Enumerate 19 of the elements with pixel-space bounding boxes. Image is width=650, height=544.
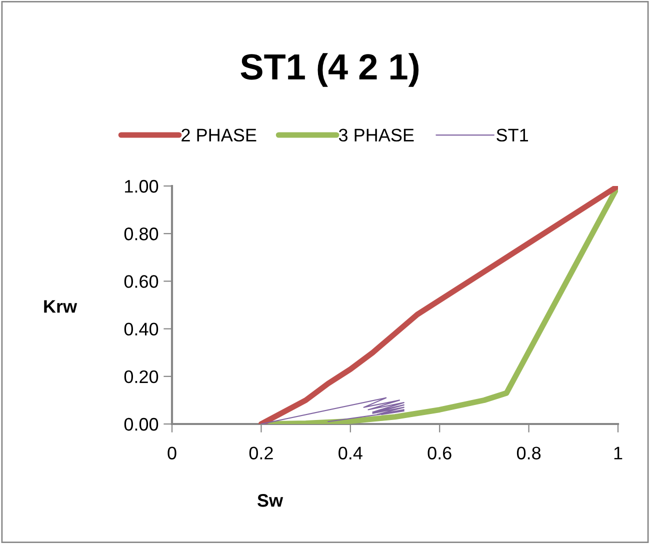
y-axis-title: Krw	[44, 300, 78, 313]
y-tick-label: 0.60	[124, 275, 158, 288]
x-axis-title: Sw	[257, 494, 284, 507]
x-tick-label: 0.2	[249, 446, 273, 460]
y-tick-label: 0.40	[124, 322, 158, 336]
x-tick-label: 0.4	[338, 446, 362, 460]
y-tick-label: 0.00	[124, 418, 158, 431]
legend-label: ST1	[496, 128, 528, 142]
x-tick-label: 0	[168, 446, 176, 460]
x-tick-label: 0.6	[428, 446, 452, 460]
x-tick-label: 1	[614, 446, 622, 460]
y-tick-label: 1.00	[125, 180, 158, 193]
x-tick-label: 0.8	[516, 446, 541, 460]
y-tick-label: 0.20	[124, 370, 158, 384]
legend-label: 2 PHASE	[182, 128, 256, 142]
legend-label: 3 PHASE	[338, 128, 414, 142]
line-series	[260, 397, 404, 424]
y-tick-label: 0.80	[124, 228, 158, 240]
chart-title: ST1 (4 2 1)	[240, 53, 419, 87]
